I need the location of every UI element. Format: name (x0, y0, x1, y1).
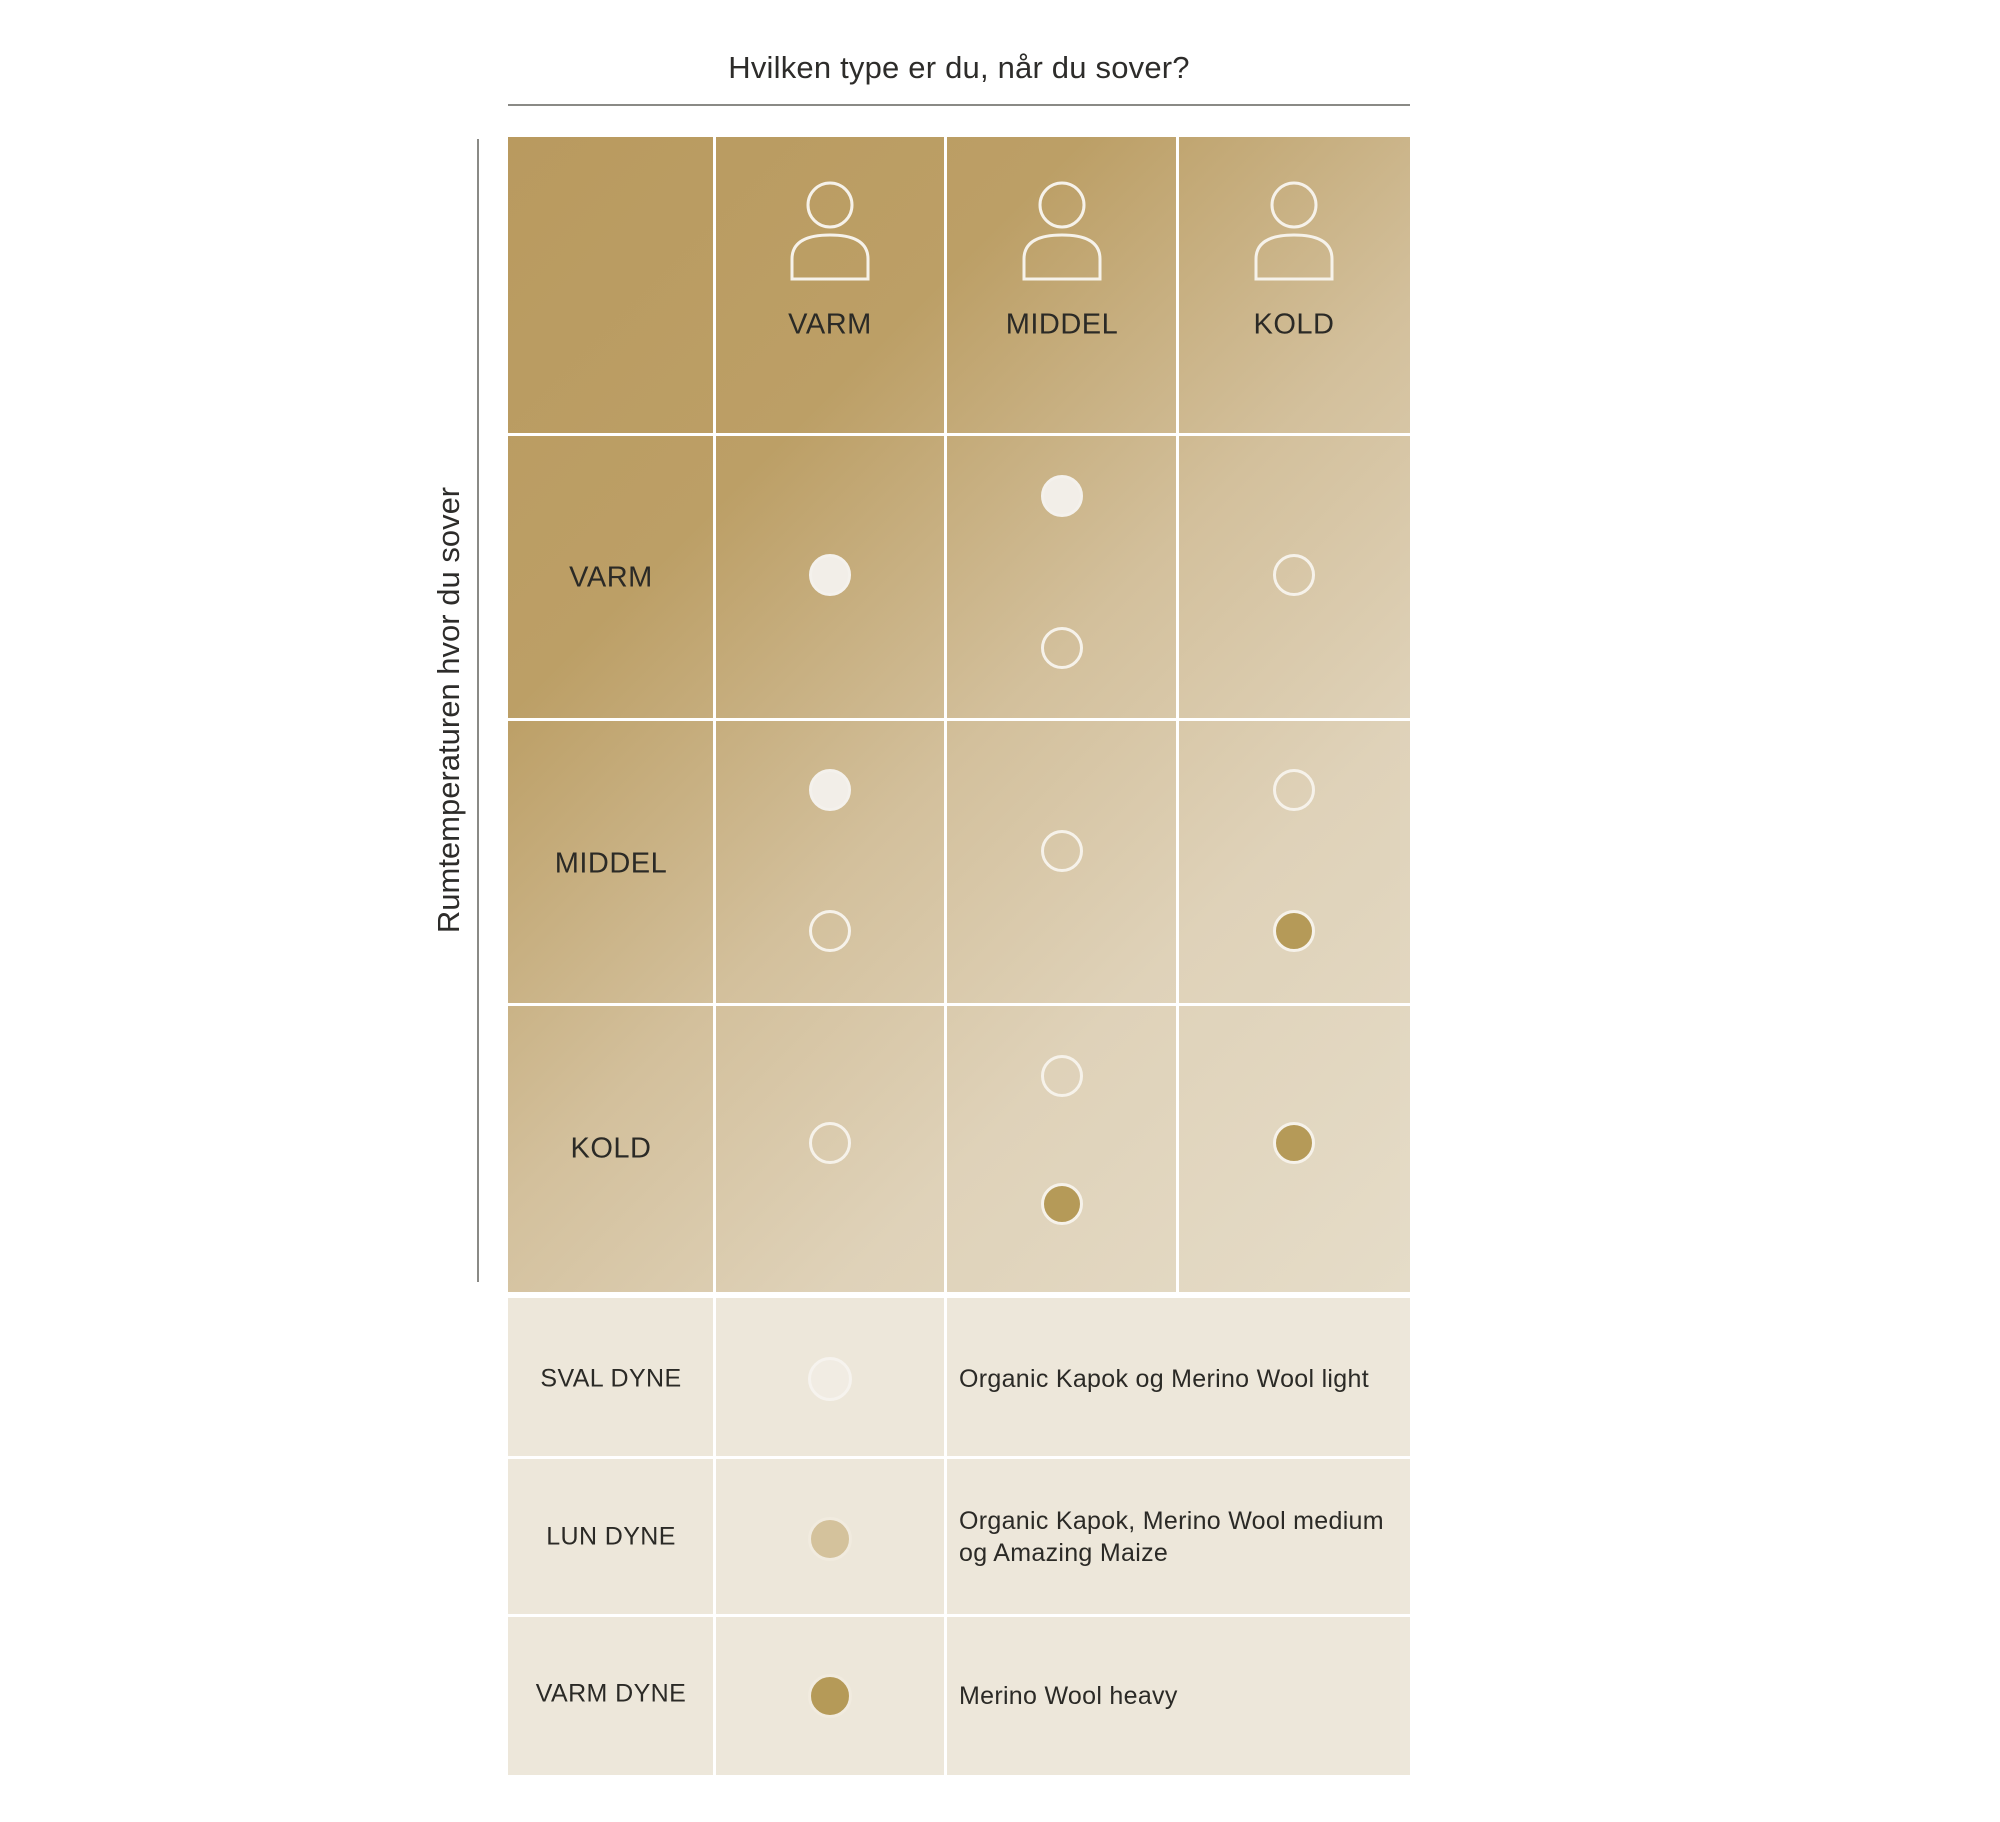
lun-dot (1273, 769, 1315, 811)
sval-dot (809, 769, 851, 811)
varm-dot (1273, 1122, 1315, 1164)
lun-dot (809, 1122, 851, 1164)
column-header-middel: MIDDEL (1005, 308, 1119, 341)
lun-dot (1041, 830, 1083, 872)
matrix-gridline (508, 718, 1410, 721)
legend-description-lun: Organic Kapok, Merino Wool medium og Ama… (959, 1505, 1399, 1569)
title-divider (508, 104, 1410, 106)
legend-dot-lun (808, 1517, 852, 1561)
legend-description-line: Merino Wool heavy (959, 1682, 1178, 1710)
legend-gridline (713, 1298, 716, 1775)
legend-gridline (508, 1614, 1410, 1617)
person-icon (790, 181, 870, 281)
lun-dot (1041, 627, 1083, 669)
legend-description-varm: Merino Wool heavy (959, 1680, 1399, 1712)
y-axis-label: Rumtemperaturen hvor du sover (431, 486, 466, 934)
recommendation-matrix (508, 137, 1410, 1292)
legend-table (508, 1298, 1410, 1775)
sval-dot (809, 554, 851, 596)
matrix-gridline (944, 137, 947, 1292)
legend-dot-varm (808, 1674, 852, 1718)
matrix-gridline (1176, 137, 1179, 1292)
legend-gridline (944, 1298, 947, 1775)
legend-label-varm-dyne: VARM DYNE (535, 1679, 687, 1708)
column-header-kold: KOLD (1253, 308, 1335, 341)
legend-description-line: og Amazing Maize (959, 1539, 1169, 1567)
legend-label-sval-dyne: SVAL DYNE (540, 1364, 682, 1393)
person-icon (1254, 181, 1334, 281)
legend-description-line: Organic Kapok og Merino Wool light (959, 1365, 1369, 1393)
column-header-varm: VARM (788, 308, 872, 341)
legend-description-sval: Organic Kapok og Merino Wool light (959, 1363, 1399, 1395)
row-header-middel: MIDDEL (554, 847, 668, 880)
lun-dot (1041, 1055, 1083, 1097)
row-header-varm: VARM (569, 561, 653, 594)
chart-title: Hvilken type er du, når du sover? (728, 50, 1190, 85)
sval-dot (1041, 475, 1083, 517)
person-icon (1022, 181, 1102, 281)
varm-dot (1273, 910, 1315, 952)
row-header-kold: KOLD (570, 1132, 652, 1165)
matrix-gridline (713, 137, 716, 1292)
legend-gridline (508, 1456, 1410, 1459)
lun-dot (809, 910, 851, 952)
legend-dot-sval (808, 1357, 852, 1401)
matrix-gridline (508, 433, 1410, 436)
varm-dot (1041, 1183, 1083, 1225)
matrix-gridline (508, 1003, 1410, 1006)
legend-label-lun-dyne: LUN DYNE (546, 1522, 676, 1551)
y-axis-divider (477, 139, 479, 1282)
lun-dot (1273, 554, 1315, 596)
legend-description-line: Organic Kapok, Merino Wool medium (959, 1507, 1384, 1535)
